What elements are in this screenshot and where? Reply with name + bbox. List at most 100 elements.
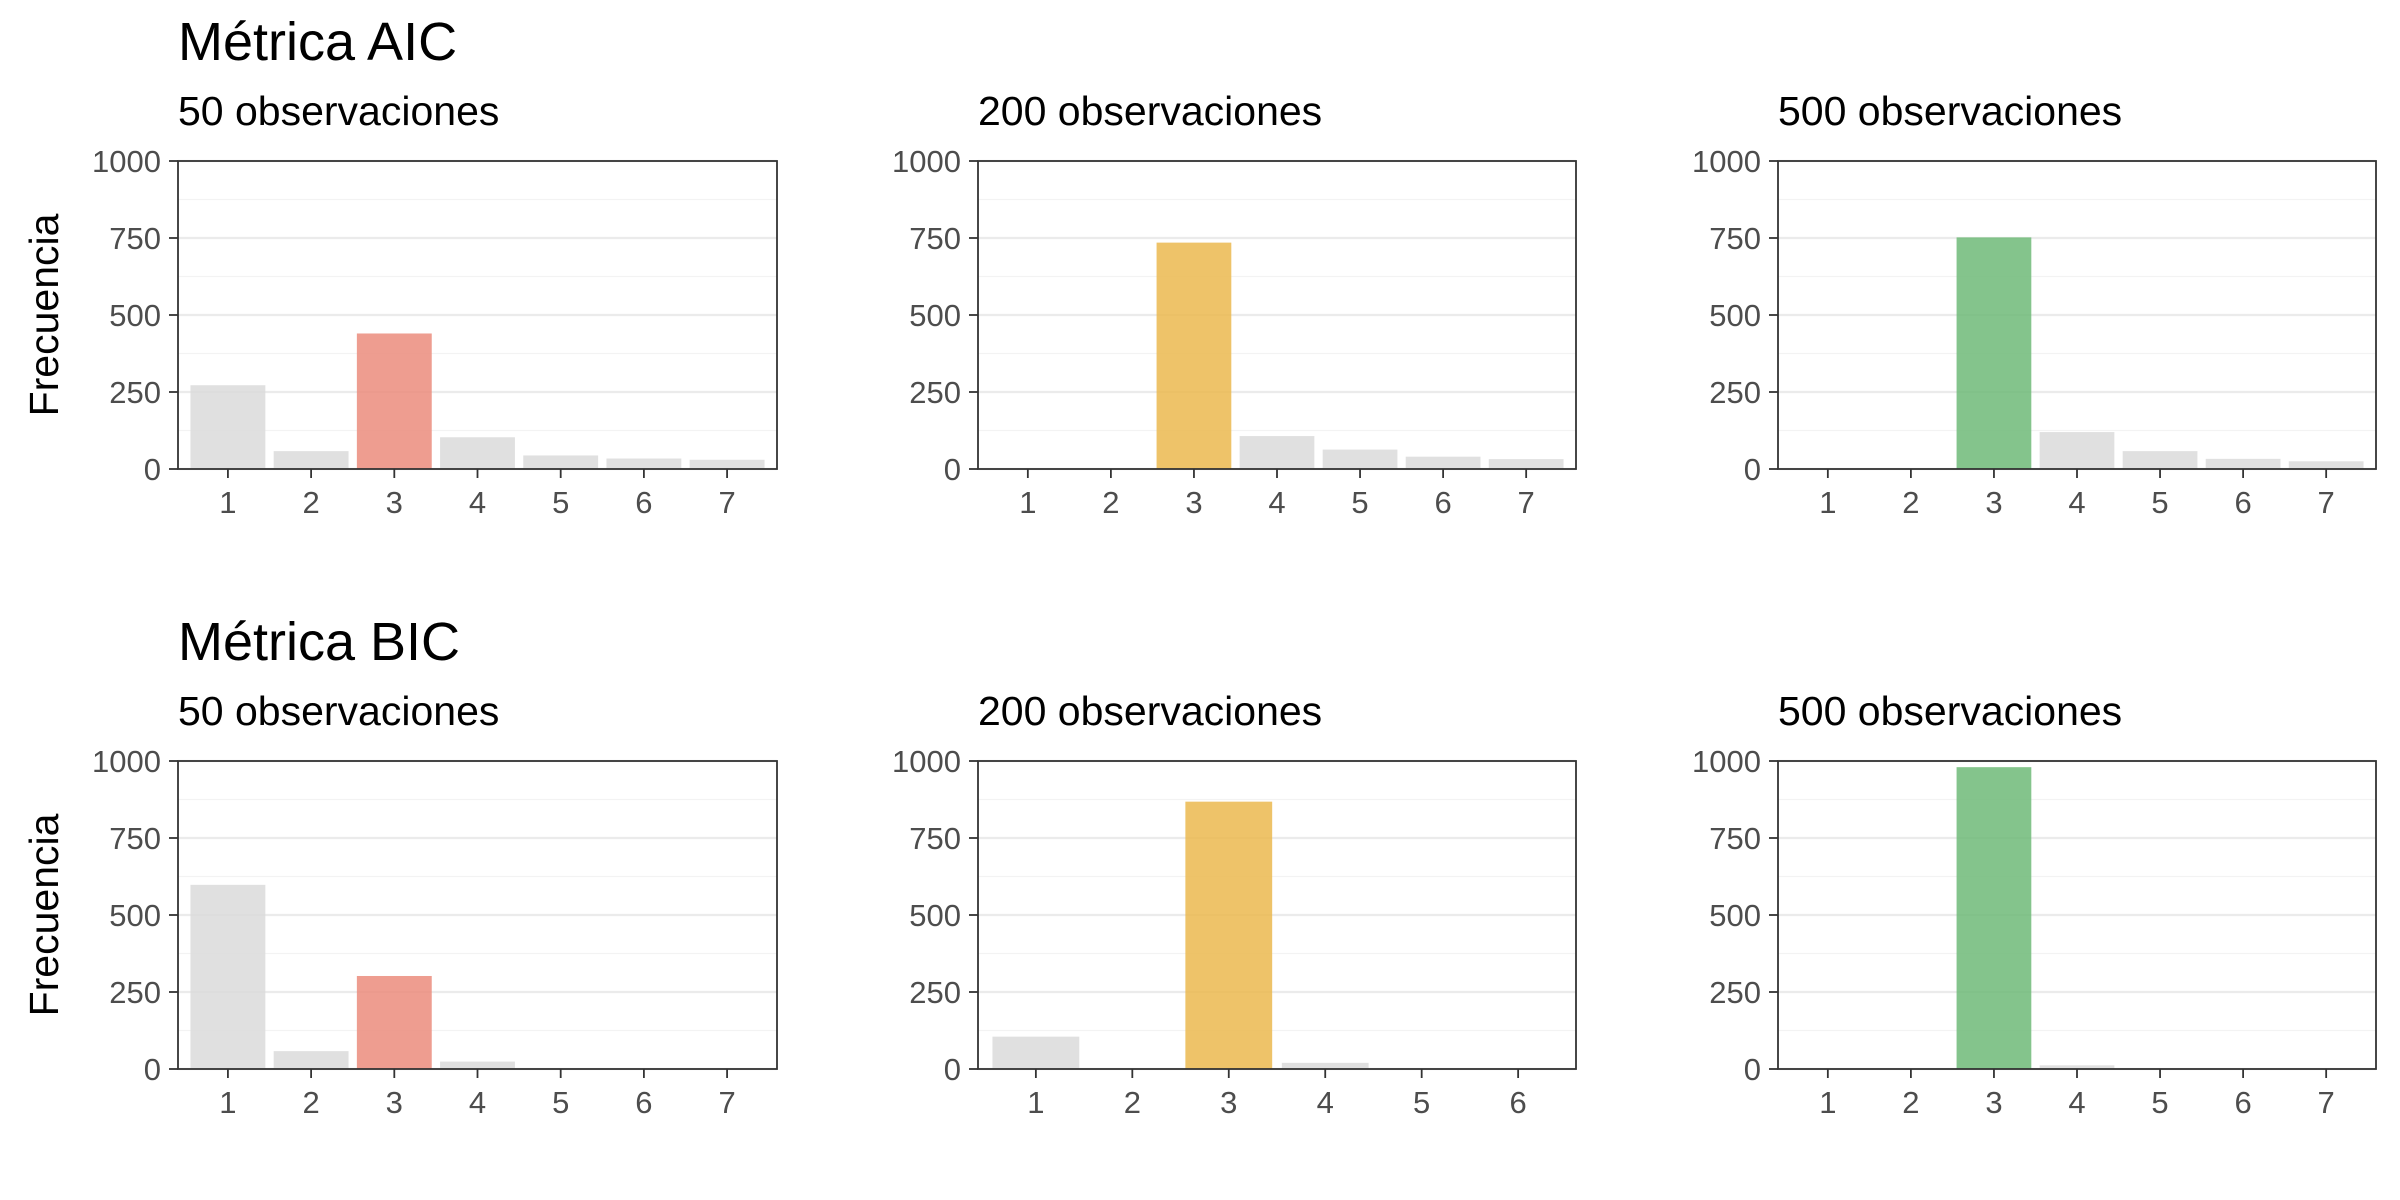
y-tick-label: 0 xyxy=(944,452,961,487)
x-tick-label: 2 xyxy=(1124,1085,1141,1120)
panel-border xyxy=(977,760,1577,1070)
panel-title: 200 observaciones xyxy=(978,688,1322,734)
y-tick-label: 750 xyxy=(109,821,161,856)
x-tick-label: 2 xyxy=(302,485,319,520)
x-tick-label: 1 xyxy=(1019,485,1036,520)
y-axis-label: Frecuencia xyxy=(21,813,67,1016)
bar-7 xyxy=(689,459,765,469)
bar-3 xyxy=(1956,767,2032,1069)
x-tick-label: 3 xyxy=(1985,485,2002,520)
x-tick-label: 4 xyxy=(2068,1085,2085,1120)
panel-border xyxy=(977,160,1577,470)
panel-title: 500 observaciones xyxy=(1778,688,2122,734)
bar-3 xyxy=(356,975,432,1069)
y-tick-label: 250 xyxy=(109,375,161,410)
x-tick-label: 4 xyxy=(1268,485,1285,520)
y-tick-label: 500 xyxy=(109,898,161,933)
bar-5 xyxy=(2122,451,2198,469)
bar-4 xyxy=(440,1061,515,1069)
y-tick-label: 0 xyxy=(1744,1052,1761,1087)
bar-4 xyxy=(1281,1062,1369,1069)
bar-4 xyxy=(2039,432,2115,469)
x-tick-label: 2 xyxy=(1902,1085,1919,1120)
y-tick-label: 500 xyxy=(1709,898,1761,933)
panel-title: 50 observaciones xyxy=(178,688,499,734)
x-tick-label: 7 xyxy=(2318,1085,2335,1120)
x-tick-label: 7 xyxy=(718,1085,735,1120)
x-tick-label: 5 xyxy=(552,485,569,520)
x-tick-label: 5 xyxy=(1351,485,1368,520)
x-tick-label: 3 xyxy=(1185,485,1202,520)
x-tick-label: 6 xyxy=(2234,1085,2251,1120)
x-tick-label: 3 xyxy=(386,1085,403,1120)
x-tick-label: 5 xyxy=(1413,1085,1430,1120)
y-tick-label: 250 xyxy=(1709,975,1761,1010)
bar-7 xyxy=(1488,459,1564,469)
panel-title: 200 observaciones xyxy=(978,88,1322,134)
y-axis-label: Frecuencia xyxy=(21,213,67,416)
bar-5 xyxy=(1322,449,1398,469)
y-tick-label: 750 xyxy=(909,221,961,256)
x-tick-label: 6 xyxy=(2234,485,2251,520)
panel-bic-200: 200 observaciones 0 250 500 750 1000 1 2 3 4 5 6 xyxy=(892,688,1577,1120)
y-tick-label: 250 xyxy=(909,375,961,410)
x-tick-label: 7 xyxy=(2318,485,2335,520)
panel-border xyxy=(177,760,778,1070)
x-tick-label: 5 xyxy=(2151,485,2168,520)
x-tick-label: 6 xyxy=(1510,1085,1527,1120)
x-tick-label: 2 xyxy=(302,1085,319,1120)
x-tick-label: 4 xyxy=(469,485,486,520)
y-tick-label: 1000 xyxy=(92,144,161,179)
y-tick-label: 750 xyxy=(109,221,161,256)
x-tick-label: 1 xyxy=(1819,1085,1836,1120)
y-tick-label: 500 xyxy=(1709,298,1761,333)
bar-3 xyxy=(1185,801,1273,1069)
y-tick-label: 0 xyxy=(1744,452,1761,487)
bar-4 xyxy=(440,437,515,469)
y-tick-label: 500 xyxy=(109,298,161,333)
bar-6 xyxy=(2205,458,2281,469)
y-tick-label: 750 xyxy=(909,821,961,856)
bar-4 xyxy=(1239,436,1315,469)
y-tick-label: 250 xyxy=(909,975,961,1010)
x-tick-label: 5 xyxy=(552,1085,569,1120)
bar-3 xyxy=(1156,242,1232,469)
row-title-bic: Métrica BIC xyxy=(178,612,460,672)
x-tick-label: 5 xyxy=(2151,1085,2168,1120)
panel-border xyxy=(1777,160,2377,470)
x-tick-label: 2 xyxy=(1102,485,1119,520)
x-tick-label: 3 xyxy=(1985,1085,2002,1120)
panel-title: 50 observaciones xyxy=(178,88,499,134)
x-tick-label: 1 xyxy=(1027,1085,1044,1120)
x-tick-label: 1 xyxy=(1819,485,1836,520)
y-tick-label: 0 xyxy=(944,1052,961,1087)
x-tick-label: 6 xyxy=(1434,485,1451,520)
bar-2 xyxy=(273,451,349,469)
y-tick-label: 750 xyxy=(1709,221,1761,256)
x-tick-label: 1 xyxy=(219,485,236,520)
x-tick-label: 4 xyxy=(2068,485,2085,520)
bar-2 xyxy=(273,1051,349,1069)
x-tick-label: 7 xyxy=(718,485,735,520)
y-tick-label: 500 xyxy=(909,898,961,933)
x-tick-label: 6 xyxy=(635,485,652,520)
y-tick-label: 250 xyxy=(1709,375,1761,410)
y-tick-label: 1000 xyxy=(892,744,961,779)
panel-bic-500: 500 observaciones 0 250 500 750 1000 1 2 3 4 5 6 7 xyxy=(1692,688,2377,1120)
y-tick-label: 1000 xyxy=(92,744,161,779)
y-tick-label: 0 xyxy=(144,1052,161,1087)
bar-6 xyxy=(606,458,682,469)
panel-aic-50: 50 observaciones Frecuencia 0 250 500 750 10… xyxy=(21,88,778,520)
x-tick-label: 4 xyxy=(469,1085,486,1120)
x-tick-label: 2 xyxy=(1902,485,1919,520)
y-tick-label: 500 xyxy=(909,298,961,333)
bar-6 xyxy=(1405,456,1481,469)
y-tick-label: 1000 xyxy=(892,144,961,179)
x-tick-label: 3 xyxy=(1220,1085,1237,1120)
y-tick-label: 1000 xyxy=(1692,144,1761,179)
x-tick-label: 6 xyxy=(635,1085,652,1120)
bar-1 xyxy=(190,385,266,469)
bar-4 xyxy=(2039,1065,2115,1069)
y-tick-label: 1000 xyxy=(1692,744,1761,779)
